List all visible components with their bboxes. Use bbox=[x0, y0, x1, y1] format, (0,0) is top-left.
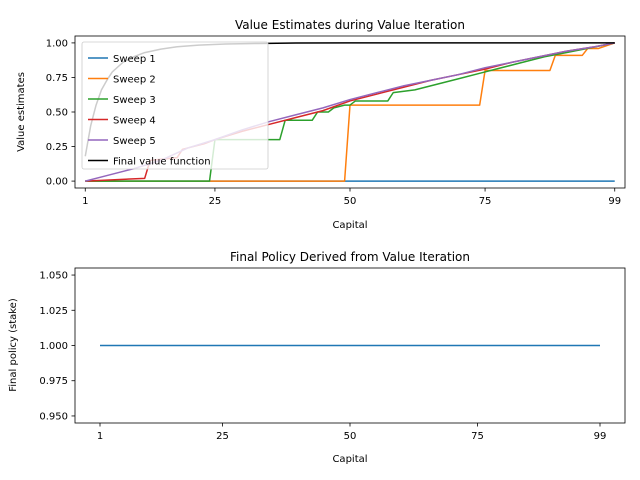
legend-entry-label: Sweep 2 bbox=[113, 75, 156, 86]
y-tick-label: 0.25 bbox=[46, 142, 68, 153]
value-axis-ticks: 1 25 50 75 99 0.00 0.25 0.50 0.75 1.00 bbox=[46, 38, 621, 207]
value-estimates-plot: Value Estimates during Value Iteration 1… bbox=[16, 18, 626, 231]
x-tick-label: 25 bbox=[216, 431, 229, 442]
x-tick-label: 1 bbox=[97, 431, 103, 442]
legend-box bbox=[81, 41, 269, 170]
y-tick-label: 0.75 bbox=[46, 73, 68, 84]
y-tick-label: 1.050 bbox=[39, 271, 68, 282]
x-tick-label: 99 bbox=[608, 196, 621, 207]
y-tick-label: 1.000 bbox=[39, 341, 68, 352]
policy-plot: Final Policy Derived from Value Iteratio… bbox=[8, 250, 626, 465]
x-tick-label: 75 bbox=[471, 431, 484, 442]
policy-axis-ticks: 1 25 50 75 99 0.950 0.975 1.000 1.025 1.050 bbox=[39, 271, 606, 442]
policy-y-axis-label: Final policy (stake) bbox=[8, 298, 19, 392]
y-tick-label: 0.975 bbox=[39, 376, 68, 387]
y-tick-label: 0.50 bbox=[46, 108, 68, 119]
legend-entry-label: Sweep 4 bbox=[113, 116, 156, 127]
plot-title-final-policy: Final Policy Derived from Value Iteratio… bbox=[230, 250, 470, 264]
value-legend: Sweep 1 Sweep 2 Sweep 3 Sweep 4 Sweep 5 Final… bbox=[81, 41, 269, 170]
value-y-axis-label: Value estimates bbox=[16, 72, 27, 152]
x-tick-label: 50 bbox=[344, 431, 357, 442]
y-tick-label: 1.00 bbox=[46, 38, 68, 49]
x-tick-label: 75 bbox=[479, 196, 492, 207]
value-x-axis-label: Capital bbox=[332, 220, 367, 231]
x-tick-label: 50 bbox=[344, 196, 357, 207]
y-tick-label: 1.025 bbox=[39, 306, 68, 317]
legend-entry-label: Sweep 1 bbox=[113, 54, 156, 65]
policy-x-axis-label: Capital bbox=[332, 454, 367, 465]
y-tick-label: 0.950 bbox=[39, 411, 68, 422]
y-tick-label: 0.00 bbox=[46, 177, 68, 188]
x-tick-label: 25 bbox=[209, 196, 222, 207]
series-line-sweep-3 bbox=[85, 42, 615, 182]
x-tick-label: 1 bbox=[82, 196, 88, 207]
plot-title-value-estimates: Value Estimates during Value Iteration bbox=[235, 18, 465, 32]
legend-entry-label: Sweep 3 bbox=[113, 95, 156, 106]
legend-entry-label: Final value function bbox=[113, 157, 211, 168]
legend-entry-label: Sweep 5 bbox=[113, 136, 156, 147]
x-tick-label: 99 bbox=[594, 431, 607, 442]
